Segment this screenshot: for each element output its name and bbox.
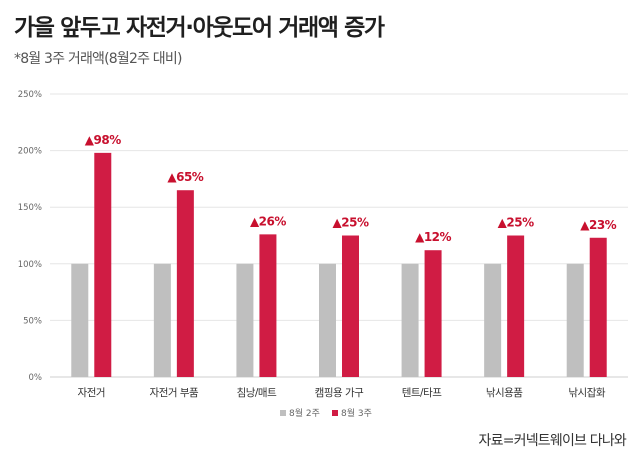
gridlines [50, 93, 628, 378]
legend-swatch [280, 410, 286, 416]
category-label: 낚시잡화 [568, 387, 605, 399]
category-label: 침낭/매트 [237, 387, 278, 399]
y-tick-label: 0% [29, 373, 43, 383]
bar-week2 [153, 263, 171, 377]
bar-week2 [566, 263, 584, 377]
bar-week3 [176, 190, 194, 377]
chart-subtitle: *8월 3주 거래액(8월2주 대비) [14, 51, 182, 67]
y-tick-label: 250% [18, 90, 42, 100]
bar-week3 [589, 237, 607, 377]
legend-swatch [332, 410, 338, 416]
category-label: 캠핑용 가구 [315, 387, 364, 399]
data-label: ▲65% [167, 170, 203, 184]
data-label: ▲25% [333, 216, 369, 230]
category-label: 낚시용품 [486, 387, 523, 399]
category-label: 자전거 부품 [150, 387, 199, 399]
bar-week3 [342, 235, 359, 377]
y-axis-ticks: 0% 50% 100% 150% 200% 250% [18, 90, 42, 383]
data-label: ▲26% [250, 214, 286, 228]
bar-week3 [507, 235, 525, 377]
source-note: 자료=커넥트웨이브 다나와 [478, 433, 627, 449]
category-label: 텐트/타프 [402, 387, 443, 399]
bar-week2 [71, 263, 89, 377]
bar-week2 [484, 263, 502, 377]
legend: 8월 2주 8월 3주 [280, 407, 372, 419]
bar-week3 [424, 250, 442, 377]
chart-title: 가을 앞두고 자전거·아웃도어 거래액 증가 [14, 15, 385, 41]
y-tick-label: 100% [18, 260, 42, 270]
category-labels: 자전거 자전거 부품 침낭/매트 캠핑용 가구 텐트/타프 낚시용품 낚시잡화 [78, 387, 607, 399]
data-label: ▲23% [580, 218, 616, 232]
bar-week3 [259, 234, 277, 377]
bar-week2 [319, 263, 336, 377]
bar-week2 [401, 263, 419, 377]
y-tick-label: 200% [18, 147, 42, 157]
data-labels: ▲98% ▲65% ▲26% ▲25% ▲12% ▲25% ▲23% [85, 133, 617, 244]
data-label: ▲12% [415, 230, 451, 244]
data-label: ▲25% [498, 216, 534, 230]
bars [71, 152, 607, 377]
data-label: ▲98% [85, 133, 121, 147]
bar-week3 [94, 152, 112, 377]
bar-week2 [236, 263, 254, 377]
legend-label: 8월 2주 [289, 407, 320, 419]
y-tick-label: 150% [18, 203, 42, 213]
y-tick-label: 50% [23, 316, 42, 326]
legend-label: 8월 3주 [341, 407, 372, 419]
category-label: 자전거 [78, 387, 105, 399]
